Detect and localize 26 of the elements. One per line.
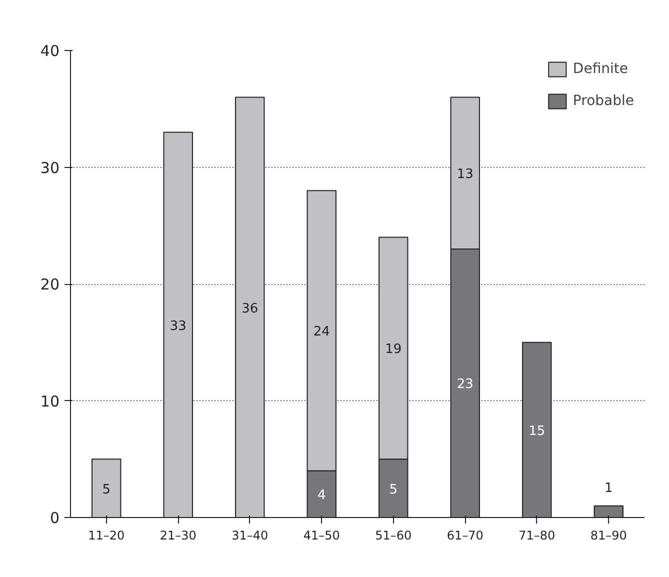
legend-label: Probable <box>572 93 634 109</box>
data-label: 19 <box>385 342 402 358</box>
data-label: 13 <box>456 167 474 182</box>
data-label: 33 <box>170 318 186 334</box>
x-tick-label: 61–70 <box>446 528 484 542</box>
data-label: 1 <box>604 481 613 496</box>
data-label: 24 <box>313 324 330 340</box>
y-tick-label: 10 <box>40 392 60 410</box>
data-label: 36 <box>242 301 258 316</box>
y-tick-label: 20 <box>40 276 60 294</box>
y-tick-label: 0 <box>50 509 60 527</box>
data-label: 5 <box>102 482 111 498</box>
data-label: 5 <box>389 482 398 498</box>
legend-label: Definite <box>572 61 628 77</box>
x-tick-label: 51–60 <box>375 528 412 542</box>
x-tick-label: 71–80 <box>518 528 556 542</box>
data-label: 15 <box>528 424 546 439</box>
x-tick-label: 41–50 <box>303 528 340 542</box>
y-tick-label: 40 <box>40 42 60 60</box>
x-tick-label: 31–40 <box>232 528 268 542</box>
x-tick-label: 11–20 <box>88 528 125 542</box>
y-tick-label: 30 <box>40 158 60 177</box>
x-tick-label: 21–30 <box>160 528 196 542</box>
data-label: 4 <box>317 488 326 504</box>
data-label: 23 <box>456 377 474 392</box>
x-tick-label: 81–90 <box>590 528 627 542</box>
